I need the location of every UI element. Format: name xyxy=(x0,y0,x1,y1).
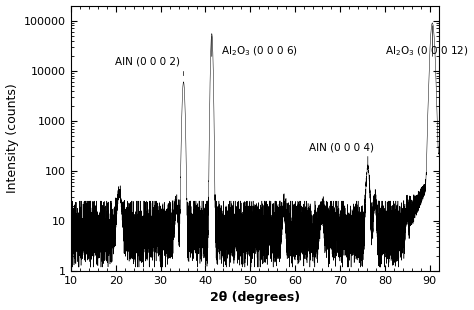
Text: AlN (0 0 0 2): AlN (0 0 0 2) xyxy=(115,57,180,67)
Y-axis label: Intensity (counts): Intensity (counts) xyxy=(6,83,18,193)
Text: AlN (0 0 0 4): AlN (0 0 0 4) xyxy=(309,143,374,153)
Text: Al$_2$O$_3$ (0 0 0 12): Al$_2$O$_3$ (0 0 0 12) xyxy=(385,44,468,58)
Text: Al$_2$O$_3$ (0 0 0 6): Al$_2$O$_3$ (0 0 0 6) xyxy=(221,44,298,58)
X-axis label: 2θ (degrees): 2θ (degrees) xyxy=(210,291,300,304)
